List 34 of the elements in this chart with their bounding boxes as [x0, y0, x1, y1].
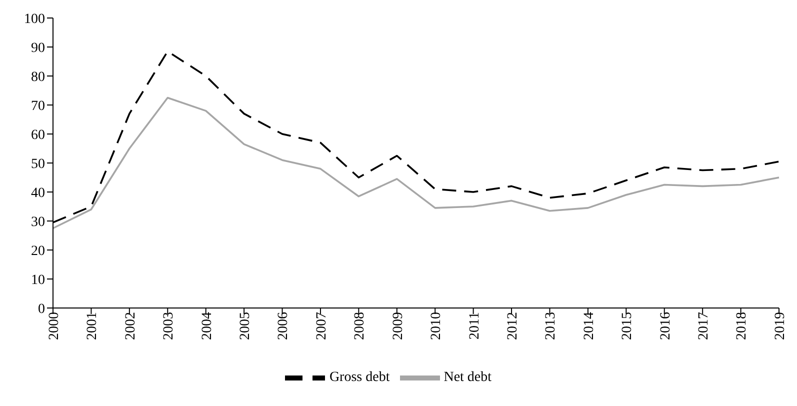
- legend-label: Net debt: [444, 370, 492, 386]
- y-tick-label: 0: [38, 302, 45, 317]
- x-tick-label: 2006: [276, 312, 292, 340]
- x-tick-label: 2012: [505, 312, 520, 340]
- x-tick-label: 2004: [200, 312, 215, 340]
- x-tick-label: 2011: [467, 312, 482, 340]
- x-tick-label: 2017: [696, 312, 712, 340]
- x-tick-label: 2010: [429, 312, 444, 340]
- y-tick-label: 90: [31, 40, 45, 56]
- x-tick-label: 2009: [390, 312, 406, 340]
- y-tick-label: 70: [31, 98, 45, 114]
- x-tick-label: 2018: [734, 312, 750, 340]
- line-series: [52, 96, 780, 230]
- x-tick-label: 2014: [582, 312, 597, 340]
- x-tick-label: 2005: [238, 312, 253, 340]
- y-tick-label: 10: [31, 272, 45, 288]
- x-tick-label: 2007: [314, 312, 330, 340]
- y-tick-label: 30: [31, 214, 45, 230]
- x-tick-label: 2013: [544, 312, 559, 340]
- x-tick-label: 2015: [620, 312, 636, 340]
- legend-label: Gross debt: [329, 370, 390, 386]
- x-tick-label: 2001: [85, 312, 100, 340]
- y-tick-label: 50: [31, 156, 45, 172]
- y-tick-label: 100: [24, 12, 45, 27]
- x-tick-label: 2003: [162, 312, 177, 340]
- x-tick-label: 2008: [352, 312, 368, 340]
- y-tick-label: 60: [31, 128, 45, 143]
- x-tick-label: 2016: [658, 312, 674, 340]
- x-tick-label: 2000: [46, 312, 62, 340]
- y-tick-label: 80: [31, 70, 45, 85]
- y-tick-label: 40: [31, 186, 45, 201]
- y-tick-label: 20: [31, 244, 45, 259]
- x-tick-label: 2019: [772, 312, 788, 340]
- x-tick-label: 2002: [123, 312, 138, 340]
